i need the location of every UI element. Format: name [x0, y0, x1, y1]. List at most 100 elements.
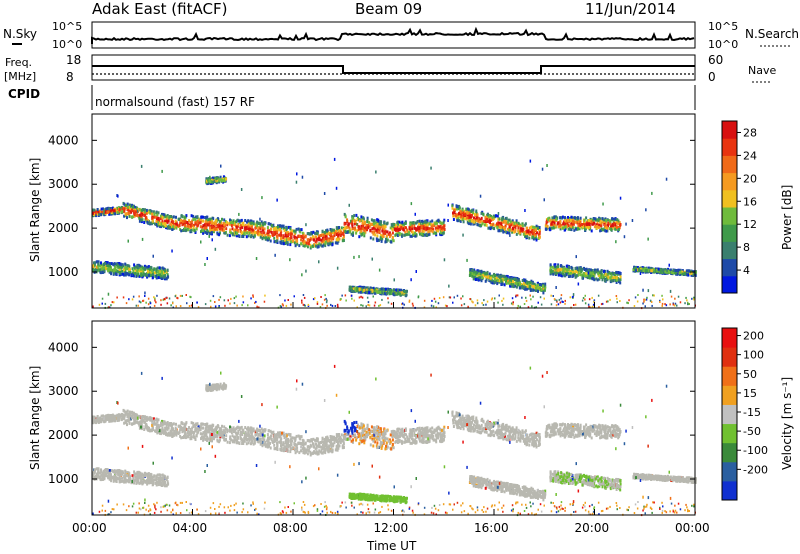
power-colorbar-cell: [722, 258, 737, 277]
power-echo-cell: [223, 179, 226, 182]
power-echo-cell: [609, 276, 612, 280]
power-echo-cell: [503, 219, 506, 223]
power-echo-cell: [175, 223, 178, 227]
power-noise-cell: [693, 296, 695, 299]
power-noise-cell: [321, 303, 324, 306]
power-echo-cell: [561, 215, 564, 219]
velocity-echo-cell: [112, 416, 115, 420]
power-echo-cell: [477, 278, 480, 282]
power-echo-cell: [560, 264, 563, 268]
power-echo-cell: [667, 269, 669, 273]
power-echo-cell: [128, 268, 131, 271]
power-echo-cell: [403, 226, 406, 229]
power-noise-cell: [303, 296, 306, 299]
power-echo-cell: [438, 225, 441, 229]
power-echo-cell: [555, 217, 558, 221]
power-echo-cell: [134, 268, 137, 272]
power-echo-cell: [389, 289, 392, 293]
power-echo-cell: [247, 222, 250, 226]
power-noise-cell: [627, 302, 629, 305]
power-echo-cell: [382, 234, 385, 238]
power-echo-cell: [618, 226, 621, 230]
power-noise-cell: [415, 270, 417, 273]
power-echo-cell: [276, 234, 278, 238]
power-echo-cell: [501, 217, 504, 221]
power-echo-cell: [554, 224, 557, 228]
power-echo-cell: [585, 216, 588, 220]
power-noise-cell: [535, 306, 537, 309]
power-noise-cell: [349, 219, 352, 223]
power-echo-cell: [664, 270, 667, 274]
power-echo-cell: [641, 267, 644, 271]
velocity-echo-cell: [100, 420, 102, 424]
power-echo-cell: [557, 271, 560, 274]
power-echo-cell: [469, 270, 471, 274]
power-echo-cell: [397, 222, 399, 226]
power-echo-cell: [496, 278, 499, 282]
power-noise-cell: [555, 299, 558, 302]
power-echo-cell: [590, 229, 593, 233]
power-echo-cell: [256, 220, 259, 224]
power-echo-cell: [133, 274, 136, 278]
power-noise-cell: [111, 301, 114, 304]
velocity-echo-cell: [170, 423, 172, 427]
power-echo-cell: [110, 272, 113, 276]
power-echo-cell: [114, 212, 116, 216]
power-echo-cell: [216, 231, 219, 235]
power-echo-cell: [161, 212, 163, 216]
power-echo-cell: [617, 225, 620, 229]
power-echo-cell: [333, 231, 336, 235]
power-echo-cell: [459, 219, 462, 223]
power-echo-cell: [667, 267, 670, 271]
power-echo-cell: [313, 238, 316, 242]
freq-tick-high: 18: [66, 53, 81, 67]
power-echo-cell: [436, 224, 439, 228]
power-echo-cell: [144, 210, 146, 214]
power-echo-cell: [314, 235, 317, 239]
velocity-echo-cell: [104, 417, 107, 421]
power-echo-cell: [186, 224, 189, 228]
power-echo-cell: [323, 231, 326, 235]
power-noise-cell: [482, 304, 485, 306]
power-echo-cell: [601, 278, 604, 282]
power-echo-cell: [594, 270, 597, 274]
power-noise-cell: [147, 303, 150, 306]
nave-tick-low: 0: [708, 70, 716, 84]
power-echo-cell: [286, 233, 289, 237]
power-echo-cell: [180, 218, 182, 222]
power-noise-cell: [196, 301, 198, 304]
power-echo-cell: [586, 273, 589, 277]
power-echo-cell: [413, 226, 416, 230]
power-echo-cell: [394, 227, 397, 231]
power-echo-cell: [241, 235, 244, 238]
power-echo-cell: [480, 279, 483, 283]
power-echo-cell: [323, 238, 326, 242]
power-noise-cell: [442, 296, 445, 299]
power-echo-cell: [360, 215, 363, 219]
power-echo-cell: [561, 272, 564, 275]
power-echo-cell: [328, 231, 331, 235]
power-echo-cell: [287, 237, 290, 240]
power-echo-cell: [126, 202, 129, 206]
power-noise-cell: [287, 299, 289, 301]
power-echo-cell: [479, 276, 482, 280]
power-echo-cell: [522, 278, 525, 282]
power-echo-cell: [247, 227, 250, 231]
power-echo-cell: [523, 231, 526, 234]
power-echo-cell: [379, 237, 382, 241]
power-echo-cell: [273, 232, 276, 236]
power-echo-cell: [144, 265, 147, 269]
power-noise-cell: [669, 289, 672, 293]
power-echo-cell: [569, 227, 572, 231]
power-echo-cell: [175, 226, 178, 230]
power-echo-cell: [351, 285, 354, 289]
power-noise-cell: [598, 306, 600, 309]
power-noise-cell: [687, 303, 689, 306]
power-echo-cell: [588, 274, 590, 278]
power-noise-cell: [463, 303, 466, 306]
power-echo-cell: [109, 209, 112, 213]
power-echo-cell: [408, 227, 411, 231]
power-noise-cell: [170, 304, 172, 307]
power-echo-cell: [265, 236, 268, 240]
power-echo-cell: [688, 269, 691, 273]
